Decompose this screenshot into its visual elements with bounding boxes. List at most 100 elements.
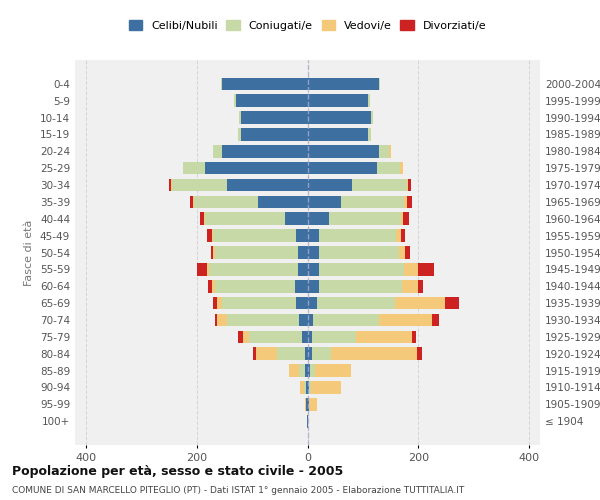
- Bar: [302, 330, 308, 343]
- Bar: [313, 314, 379, 326]
- Text: COMUNE DI SAN MARCELLO PITEGLIO (PT) - Dati ISTAT 1° gennaio 2005 - Elaborazione: COMUNE DI SAN MARCELLO PITEGLIO (PT) - D…: [12, 486, 464, 495]
- Bar: [241, 111, 308, 124]
- Y-axis label: Fasce di età: Fasce di età: [25, 220, 34, 286]
- Bar: [243, 330, 250, 343]
- Bar: [311, 381, 341, 394]
- Bar: [399, 246, 406, 259]
- Bar: [172, 178, 227, 192]
- Bar: [418, 263, 434, 276]
- Bar: [308, 381, 309, 394]
- Bar: [314, 364, 350, 377]
- Bar: [197, 263, 207, 276]
- Bar: [371, 111, 373, 124]
- Bar: [308, 78, 379, 90]
- Bar: [204, 212, 205, 225]
- Bar: [214, 145, 221, 158]
- Bar: [207, 263, 209, 276]
- Bar: [205, 212, 286, 225]
- Bar: [406, 246, 410, 259]
- Bar: [308, 280, 319, 292]
- Bar: [407, 196, 412, 208]
- Bar: [379, 314, 432, 326]
- Bar: [236, 94, 308, 107]
- Bar: [304, 381, 306, 394]
- Bar: [193, 196, 194, 208]
- Bar: [256, 348, 277, 360]
- Bar: [432, 314, 439, 326]
- Bar: [211, 246, 214, 259]
- Bar: [308, 297, 317, 310]
- Bar: [299, 364, 305, 377]
- Bar: [308, 263, 319, 276]
- Bar: [250, 330, 302, 343]
- Bar: [341, 196, 404, 208]
- Bar: [310, 364, 314, 377]
- Bar: [377, 162, 400, 174]
- Bar: [238, 330, 243, 343]
- Bar: [227, 314, 299, 326]
- Bar: [227, 178, 308, 192]
- Bar: [356, 330, 412, 343]
- Bar: [331, 348, 417, 360]
- Bar: [307, 398, 308, 410]
- Bar: [308, 162, 377, 174]
- Bar: [308, 178, 352, 192]
- Bar: [190, 196, 193, 208]
- Bar: [209, 263, 298, 276]
- Bar: [308, 128, 368, 141]
- Bar: [395, 297, 445, 310]
- Bar: [389, 145, 391, 158]
- Bar: [379, 145, 389, 158]
- Bar: [319, 246, 399, 259]
- Legend: Celibi/Nubili, Coniugati/e, Vedovi/e, Divorziati/e: Celibi/Nubili, Coniugati/e, Vedovi/e, Di…: [124, 16, 491, 35]
- Bar: [239, 111, 241, 124]
- Bar: [205, 162, 308, 174]
- Bar: [417, 348, 422, 360]
- Bar: [401, 230, 405, 242]
- Bar: [300, 381, 304, 394]
- Bar: [277, 348, 305, 360]
- Bar: [329, 212, 401, 225]
- Bar: [296, 297, 308, 310]
- Bar: [368, 128, 371, 141]
- Bar: [296, 230, 308, 242]
- Bar: [241, 128, 308, 141]
- Bar: [214, 230, 296, 242]
- Bar: [404, 263, 418, 276]
- Bar: [418, 280, 422, 292]
- Bar: [309, 381, 311, 394]
- Bar: [200, 212, 204, 225]
- Bar: [396, 230, 401, 242]
- Bar: [253, 348, 256, 360]
- Bar: [295, 280, 308, 292]
- Bar: [299, 314, 308, 326]
- Bar: [308, 212, 329, 225]
- Bar: [368, 94, 370, 107]
- Bar: [312, 330, 356, 343]
- Bar: [403, 212, 409, 225]
- Bar: [221, 78, 308, 90]
- Bar: [194, 196, 257, 208]
- Bar: [308, 230, 319, 242]
- Bar: [308, 330, 312, 343]
- Bar: [308, 364, 310, 377]
- Bar: [212, 280, 215, 292]
- Bar: [217, 314, 227, 326]
- Bar: [213, 297, 217, 310]
- Bar: [215, 314, 217, 326]
- Bar: [308, 314, 313, 326]
- Bar: [407, 178, 408, 192]
- Bar: [305, 364, 308, 377]
- Bar: [257, 196, 308, 208]
- Bar: [412, 330, 416, 343]
- Bar: [183, 162, 205, 174]
- Bar: [445, 297, 458, 310]
- Bar: [298, 263, 308, 276]
- Bar: [208, 280, 212, 292]
- Bar: [286, 212, 308, 225]
- Bar: [169, 178, 172, 192]
- Bar: [319, 280, 401, 292]
- Bar: [221, 297, 296, 310]
- Bar: [317, 297, 395, 310]
- Bar: [308, 246, 319, 259]
